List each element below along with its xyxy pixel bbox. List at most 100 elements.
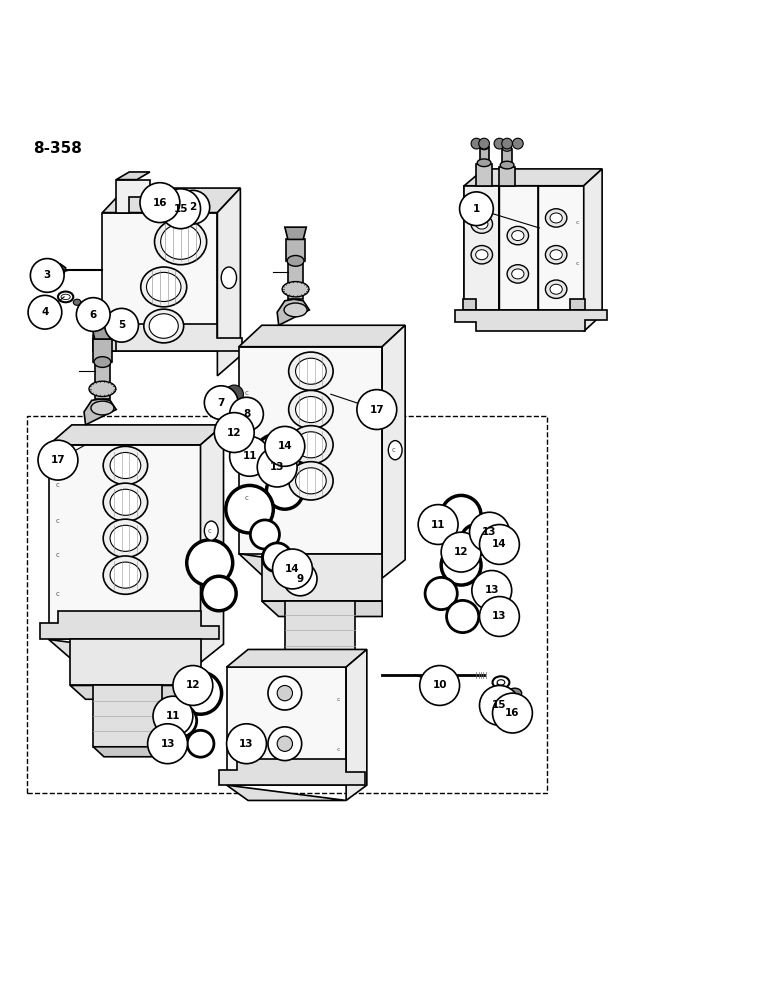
Circle shape	[265, 426, 305, 466]
Polygon shape	[226, 667, 346, 785]
Ellipse shape	[226, 485, 273, 533]
Polygon shape	[52, 264, 66, 274]
Polygon shape	[219, 759, 364, 785]
Ellipse shape	[476, 250, 488, 260]
Ellipse shape	[441, 545, 481, 585]
Polygon shape	[503, 149, 512, 165]
Circle shape	[229, 397, 263, 431]
Text: 16: 16	[505, 708, 520, 718]
Ellipse shape	[201, 576, 236, 611]
Polygon shape	[84, 399, 117, 425]
Ellipse shape	[497, 680, 505, 685]
Circle shape	[229, 436, 269, 476]
Polygon shape	[346, 649, 367, 800]
Polygon shape	[277, 299, 310, 325]
Ellipse shape	[282, 282, 309, 297]
Text: c: c	[245, 495, 249, 501]
Polygon shape	[93, 339, 112, 362]
Text: 12: 12	[185, 680, 200, 690]
Ellipse shape	[477, 159, 491, 167]
Polygon shape	[226, 785, 346, 800]
Ellipse shape	[161, 224, 201, 259]
Ellipse shape	[493, 676, 510, 689]
Ellipse shape	[508, 688, 522, 698]
Ellipse shape	[89, 381, 116, 397]
Polygon shape	[288, 262, 303, 299]
Ellipse shape	[546, 246, 567, 264]
Polygon shape	[103, 213, 218, 351]
Ellipse shape	[289, 462, 333, 500]
Circle shape	[469, 512, 510, 552]
Polygon shape	[479, 147, 489, 163]
Text: 9: 9	[296, 574, 303, 584]
Polygon shape	[239, 347, 382, 554]
Text: 8-358: 8-358	[33, 141, 83, 156]
Polygon shape	[262, 601, 382, 616]
Ellipse shape	[289, 352, 333, 390]
Circle shape	[225, 385, 243, 403]
Circle shape	[502, 138, 513, 149]
Circle shape	[147, 724, 188, 764]
Text: c: c	[245, 390, 249, 396]
Polygon shape	[464, 186, 499, 310]
Ellipse shape	[144, 309, 184, 343]
Circle shape	[140, 183, 180, 223]
Circle shape	[161, 189, 201, 229]
Ellipse shape	[550, 284, 562, 294]
Ellipse shape	[500, 161, 514, 169]
Text: 13: 13	[493, 611, 506, 621]
Text: 14: 14	[285, 564, 300, 574]
Text: 12: 12	[227, 428, 242, 438]
Circle shape	[494, 138, 505, 149]
Polygon shape	[382, 325, 405, 578]
Text: 14: 14	[277, 441, 292, 451]
Ellipse shape	[110, 489, 141, 515]
Ellipse shape	[61, 294, 70, 300]
Ellipse shape	[471, 246, 493, 264]
Polygon shape	[117, 180, 150, 213]
Text: 8: 8	[243, 409, 250, 419]
Text: c: c	[56, 552, 60, 558]
Ellipse shape	[262, 543, 292, 572]
Circle shape	[284, 569, 296, 581]
Circle shape	[472, 571, 512, 610]
Polygon shape	[226, 649, 367, 667]
Text: 2: 2	[189, 202, 197, 212]
Text: 14: 14	[492, 539, 506, 549]
Ellipse shape	[205, 521, 218, 540]
Text: 13: 13	[270, 462, 284, 472]
Circle shape	[493, 693, 533, 733]
Polygon shape	[455, 310, 607, 331]
Circle shape	[242, 399, 257, 414]
Ellipse shape	[94, 357, 111, 367]
Text: 16: 16	[153, 198, 168, 208]
Ellipse shape	[110, 562, 141, 588]
Ellipse shape	[479, 144, 489, 150]
Circle shape	[479, 597, 520, 636]
Polygon shape	[201, 425, 224, 662]
Ellipse shape	[507, 226, 529, 245]
Ellipse shape	[282, 567, 299, 584]
Circle shape	[479, 525, 520, 564]
Ellipse shape	[546, 280, 567, 298]
Text: 11: 11	[242, 451, 257, 461]
Text: 12: 12	[454, 547, 469, 557]
Text: c: c	[245, 424, 249, 430]
Ellipse shape	[187, 540, 232, 586]
Polygon shape	[462, 299, 476, 310]
Circle shape	[105, 308, 138, 342]
Circle shape	[357, 390, 397, 429]
Ellipse shape	[164, 705, 197, 737]
Circle shape	[76, 298, 110, 331]
Circle shape	[420, 666, 459, 705]
Ellipse shape	[103, 483, 147, 521]
Polygon shape	[93, 747, 162, 757]
Ellipse shape	[73, 299, 81, 305]
Polygon shape	[92, 327, 113, 339]
Text: c: c	[56, 482, 60, 488]
Circle shape	[245, 403, 253, 410]
Ellipse shape	[471, 215, 493, 233]
Circle shape	[459, 192, 493, 226]
Ellipse shape	[425, 577, 457, 610]
Ellipse shape	[174, 212, 181, 218]
